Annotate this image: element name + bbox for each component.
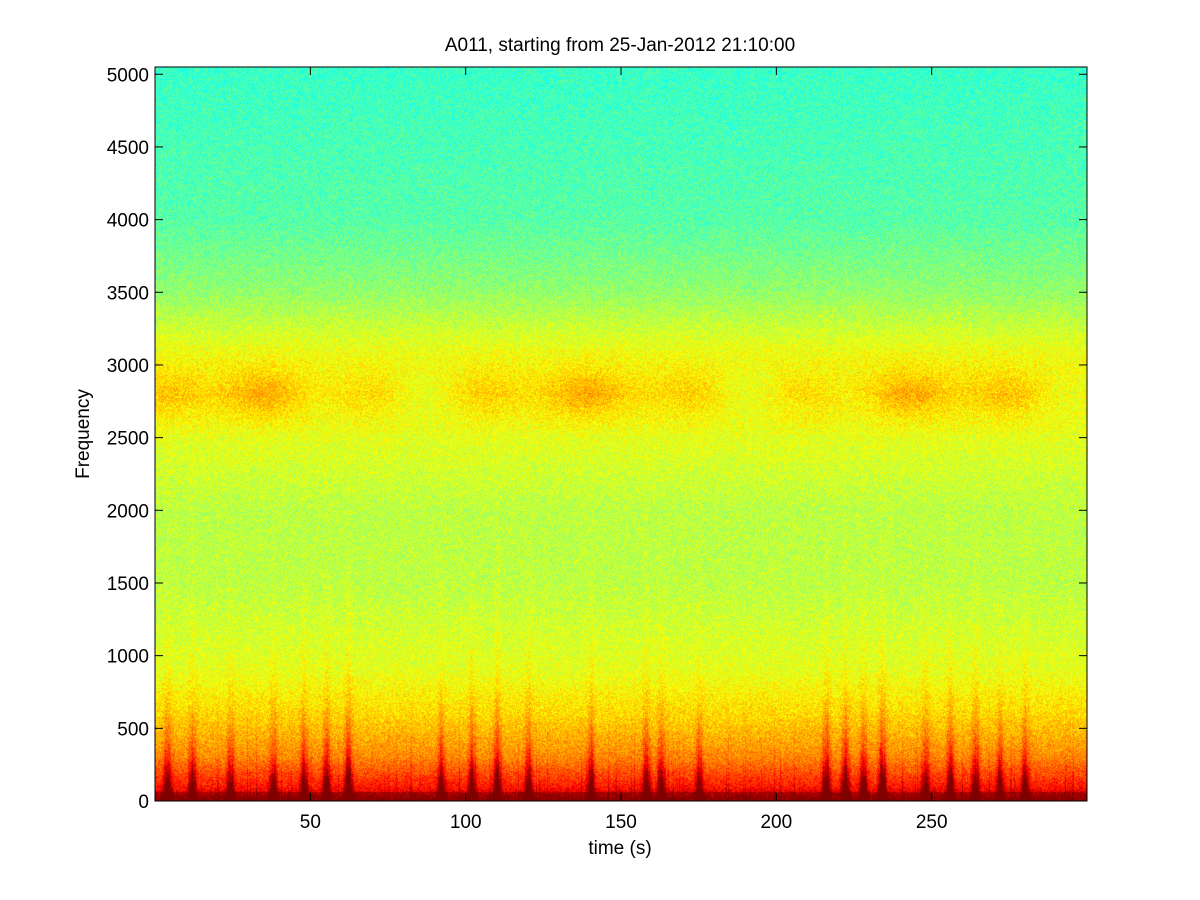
y-tick-label: 0 [138,792,149,813]
x-axis-label: time (s) [588,838,651,859]
y-tick-label: 1500 [107,574,149,595]
y-axis-label: Frequency [73,389,94,479]
plot-area [154,66,1088,802]
y-tick-label: 2000 [107,501,149,522]
y-tick-label: 4000 [107,211,149,232]
y-tick-label: 4500 [107,138,149,159]
y-tick-label: 3500 [107,283,149,304]
y-tick-label: 500 [117,719,149,740]
spectrogram-image-holder [155,67,1087,801]
x-axis: 50 100 150 200 250 [300,67,948,833]
chart-title: A011, starting from 25-Jan-2012 21:10:00 [445,35,795,56]
x-tick-label: 200 [760,812,792,833]
x-tick-label: 50 [300,812,321,833]
x-tick-label: 250 [916,812,948,833]
spectrogram-image [155,67,1087,801]
y-axis: 0 500 1000 1500 2000 2500 3000 3500 4000 4500 5000 [107,65,1087,813]
y-tick-label: 3000 [107,356,149,377]
y-tick-label: 2500 [107,429,149,450]
x-tick-label: 100 [450,812,482,833]
x-tick-label: 150 [605,812,637,833]
y-tick-label: 5000 [107,65,149,86]
y-tick-label: 1000 [107,647,149,668]
